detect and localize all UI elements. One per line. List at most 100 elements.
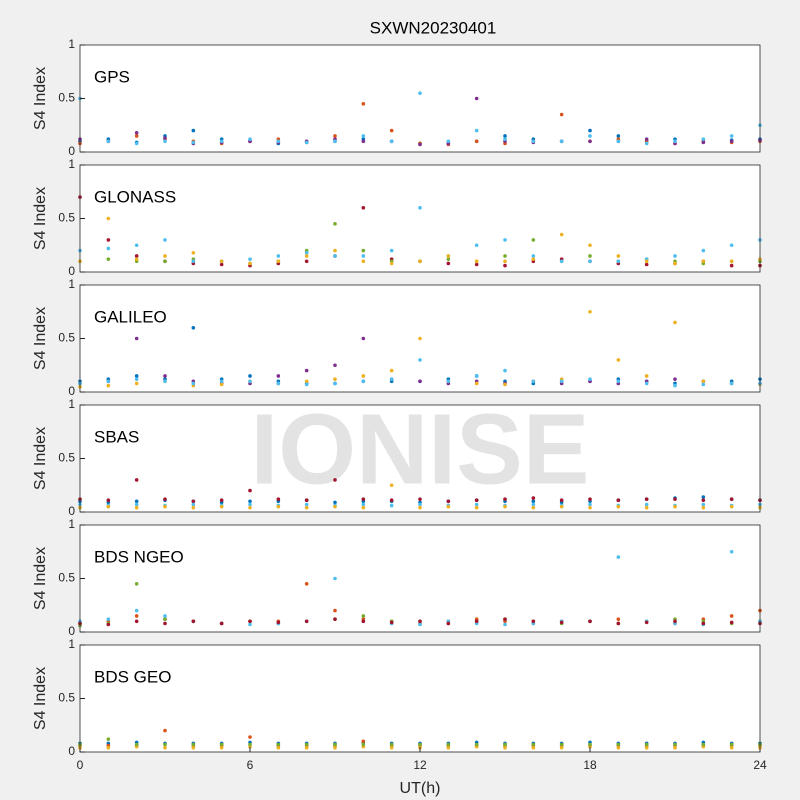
- data-point: [106, 257, 111, 261]
- data-point: [418, 206, 422, 210]
- data-point: [304, 379, 309, 384]
- data-point: [588, 134, 592, 138]
- data-point: [729, 745, 734, 750]
- data-point: [304, 505, 309, 510]
- data-point: [701, 621, 706, 626]
- data-point: [701, 140, 706, 145]
- data-point: [389, 368, 394, 373]
- data-point: [248, 261, 252, 266]
- data-point: [701, 498, 706, 503]
- data-point: [276, 504, 281, 509]
- panel-label: GPS: [94, 67, 130, 86]
- y-tick-label: 1: [68, 37, 75, 51]
- data-point: [559, 232, 564, 237]
- data-point: [276, 259, 281, 264]
- data-point: [644, 505, 649, 510]
- data-point: [588, 128, 592, 133]
- data-point: [134, 582, 139, 586]
- data-point: [673, 619, 677, 624]
- data-point: [673, 377, 677, 381]
- data-point: [446, 139, 451, 144]
- data-point: [503, 742, 507, 747]
- data-point: [389, 483, 394, 488]
- data-point: [248, 505, 252, 510]
- data-point: [644, 137, 649, 141]
- y-tick-label: 0.5: [58, 91, 75, 105]
- data-point: [304, 582, 309, 586]
- data-point: [163, 139, 167, 144]
- data-point: [729, 549, 734, 554]
- data-point: [729, 134, 734, 138]
- data-point: [106, 504, 111, 509]
- data-point: [474, 243, 479, 248]
- data-point: [248, 742, 252, 747]
- data-point: [418, 358, 422, 362]
- data-point: [361, 206, 366, 210]
- y-tick-label: 0.5: [58, 211, 75, 225]
- data-point: [163, 254, 167, 258]
- data-point: [474, 139, 479, 144]
- data-point: [134, 619, 139, 624]
- data-point: [531, 502, 536, 507]
- y-axis-label: S4 Index: [32, 427, 49, 490]
- data-point: [389, 139, 394, 144]
- data-point: [361, 248, 366, 253]
- data-point: [361, 619, 366, 624]
- data-point: [333, 363, 337, 368]
- y-tick-label: 1: [68, 277, 75, 291]
- data-point: [248, 374, 252, 378]
- data-point: [304, 382, 309, 387]
- data-point: [474, 259, 479, 264]
- data-point: [276, 374, 281, 378]
- data-point: [191, 502, 196, 507]
- data-point: [616, 358, 621, 362]
- data-point: [219, 259, 224, 264]
- data-point: [673, 139, 677, 144]
- data-point: [276, 745, 281, 750]
- data-point: [503, 238, 507, 242]
- data-point: [673, 320, 677, 325]
- data-point: [531, 499, 536, 504]
- y-tick-label: 0: [68, 144, 75, 158]
- data-point: [389, 248, 394, 253]
- data-point: [106, 379, 111, 384]
- data-point: [616, 504, 621, 509]
- data-point: [588, 742, 592, 747]
- data-point: [446, 261, 451, 266]
- data-point: [361, 102, 366, 106]
- data-point: [361, 259, 366, 264]
- data-point: [106, 745, 111, 750]
- panel-label: BDS GEO: [94, 667, 171, 686]
- data-point: [333, 504, 337, 509]
- data-point: [588, 259, 592, 264]
- data-point: [644, 620, 649, 625]
- data-point: [503, 504, 507, 509]
- data-point: [474, 502, 479, 507]
- data-point: [616, 621, 621, 626]
- data-point: [361, 134, 366, 138]
- y-axis-label: S4 Index: [32, 547, 49, 610]
- data-point: [191, 381, 196, 386]
- data-point: [559, 620, 564, 625]
- data-point: [729, 381, 734, 386]
- data-point: [163, 374, 167, 378]
- data-point: [531, 619, 536, 624]
- data-point: [389, 261, 394, 266]
- data-point: [616, 555, 621, 559]
- data-point: [191, 326, 196, 330]
- data-point: [729, 243, 734, 248]
- data-point: [503, 137, 507, 141]
- data-point: [163, 745, 167, 750]
- y-axis-label: S4 Index: [32, 67, 49, 130]
- data-point: [644, 381, 649, 386]
- data-point: [588, 497, 592, 501]
- data-point: [304, 619, 309, 624]
- data-point: [389, 503, 394, 508]
- data-point: [673, 742, 677, 747]
- watermark: IONISE: [251, 393, 590, 505]
- plot-area: [80, 645, 760, 752]
- data-point: [134, 608, 139, 613]
- data-point: [163, 136, 167, 140]
- data-point: [474, 262, 479, 267]
- data-point: [163, 728, 167, 733]
